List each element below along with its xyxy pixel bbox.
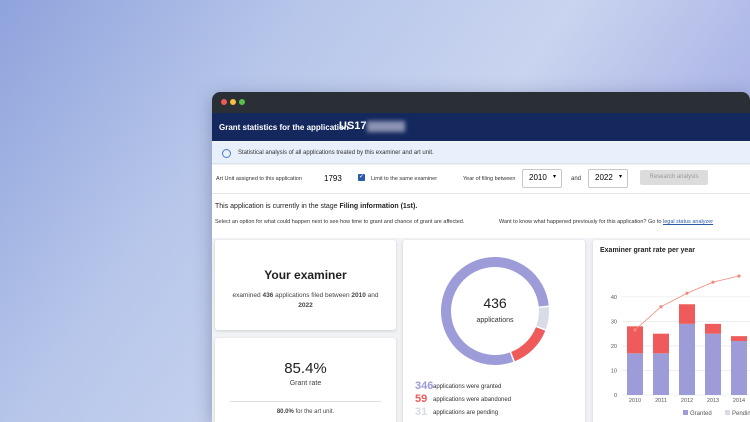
art-unit-rate: 80.0% for the art unit. — [215, 409, 396, 415]
history-prefix: Want to know what happened previously fo… — [499, 219, 661, 225]
checkbox[interactable]: ✓ — [358, 174, 365, 181]
legend-label: Granted — [690, 411, 712, 417]
bar-segment — [653, 334, 669, 354]
line-point — [659, 305, 662, 308]
bar-chart: Examiner grant rate per year 0 10 20 30 40 20… — [593, 240, 750, 422]
line-point — [711, 281, 714, 284]
x-tick-label: 2010 — [629, 398, 641, 404]
line-point — [685, 292, 688, 295]
legend-label: applications are pending — [433, 410, 498, 416]
grant-rate: 85.4% — [215, 360, 396, 377]
bar-segment — [731, 336, 747, 341]
text: applications filed between — [275, 292, 349, 299]
chart-title: Examiner grant rate per year — [600, 247, 695, 254]
year: 2022 — [298, 302, 312, 309]
art-unit: 1793 — [324, 174, 342, 183]
legend-value: 59 — [415, 393, 427, 405]
x-tick-label: 2011 — [655, 398, 667, 404]
year: 2010 — [351, 292, 365, 299]
stage-hint: Select an option for what could happen n… — [215, 219, 464, 225]
grant-card: 85.4% Grant rate 80.0% for the art unit. — [215, 338, 396, 422]
checkbox-label: Limit to the same examiner — [371, 176, 437, 182]
year-to: 2022 — [595, 173, 613, 182]
bar-card: Examiner grant rate per year 0 10 20 30 40 20… — [593, 240, 750, 422]
donut-center-value: 436 — [483, 295, 507, 311]
year-to-select[interactable]: 2022▾ — [588, 169, 628, 188]
zoom-dot[interactable] — [239, 99, 245, 105]
art-unit-value: 80.0% — [277, 409, 294, 415]
info-bar: Statistical analysis of all applications… — [212, 143, 750, 164]
redacted — [367, 121, 405, 132]
app-number: US17 — [339, 120, 367, 132]
close-dot[interactable] — [221, 99, 227, 105]
x-tick-label: 2014 — [733, 398, 745, 404]
history-link[interactable]: legal status analyzer — [663, 219, 713, 225]
y-tick-label: 30 — [611, 319, 617, 325]
legend-label: applications were abandoned — [433, 397, 511, 403]
history-line: Want to know what happened previously fo… — [499, 219, 713, 225]
grant-label: Grant rate — [215, 380, 396, 387]
bar-segment — [705, 324, 721, 334]
donut-center-label: applications — [477, 317, 514, 324]
bar-segment — [627, 353, 643, 395]
art-unit-suffix: for the art unit. — [296, 409, 335, 415]
header: Grant statistics for the application US1… — [212, 113, 750, 141]
donut-chart: 436 applications 346applications were gr… — [403, 240, 585, 422]
filters: Art Unit assigned to this application 17… — [212, 165, 750, 194]
text: examined — [232, 292, 260, 299]
title-bar — [212, 92, 750, 113]
x-tick-label: 2012 — [681, 398, 693, 404]
year-from-select[interactable]: 2010▾ — [522, 169, 562, 188]
donut-segment — [513, 329, 541, 357]
legend-swatch — [725, 410, 730, 415]
bar-segment — [679, 304, 695, 324]
bar-segment — [705, 334, 721, 395]
art-unit-label: Art Unit assigned to this application — [216, 176, 302, 182]
app-window: Grant statistics for the application US1… — [212, 92, 750, 422]
examiner-text: examined 436 applications filed between … — [227, 291, 384, 311]
legend-value: 31 — [415, 406, 427, 418]
count: 436 — [262, 292, 273, 299]
y-tick-label: 0 — [614, 393, 617, 399]
info-text: Statistical analysis of all applications… — [238, 150, 434, 156]
y-tick-label: 10 — [611, 368, 617, 374]
x-tick-label: 2013 — [707, 398, 719, 404]
legend-swatch — [683, 410, 688, 415]
legend-label: Pending — [732, 411, 750, 417]
text: and — [368, 292, 379, 299]
bar-segment — [731, 341, 747, 395]
bar-segment — [679, 324, 695, 395]
y-tick-label: 40 — [611, 295, 617, 301]
legend-value: 346 — [415, 380, 433, 392]
and-label: and — [571, 176, 581, 182]
year-label: Year of filing between — [463, 176, 515, 182]
minimize-dot[interactable] — [230, 99, 236, 105]
stage-line: This application is currently in the sta… — [215, 203, 417, 210]
divider — [230, 401, 381, 402]
stage-prefix: This application is currently in the sta… — [215, 203, 338, 210]
year-from: 2010 — [529, 173, 547, 182]
line-point — [633, 328, 636, 331]
research-button[interactable]: Research analysis — [640, 170, 708, 185]
stage-panel: This application is currently in the sta… — [212, 194, 750, 238]
y-tick-label: 20 — [611, 344, 617, 350]
examiner-card: Your examiner examined 436 applications … — [215, 240, 396, 330]
donut-card: 436 applications 346applications were gr… — [403, 240, 585, 422]
donut-segment — [541, 307, 544, 327]
bar-segment — [653, 353, 669, 395]
line-point — [737, 274, 740, 277]
header-title: Grant statistics for the application — [219, 123, 349, 132]
stage-name: Filing information (1st). — [340, 203, 418, 210]
legend-label: applications were granted — [433, 384, 501, 390]
examiner-title: Your examiner — [215, 268, 396, 282]
info-icon — [222, 149, 231, 158]
